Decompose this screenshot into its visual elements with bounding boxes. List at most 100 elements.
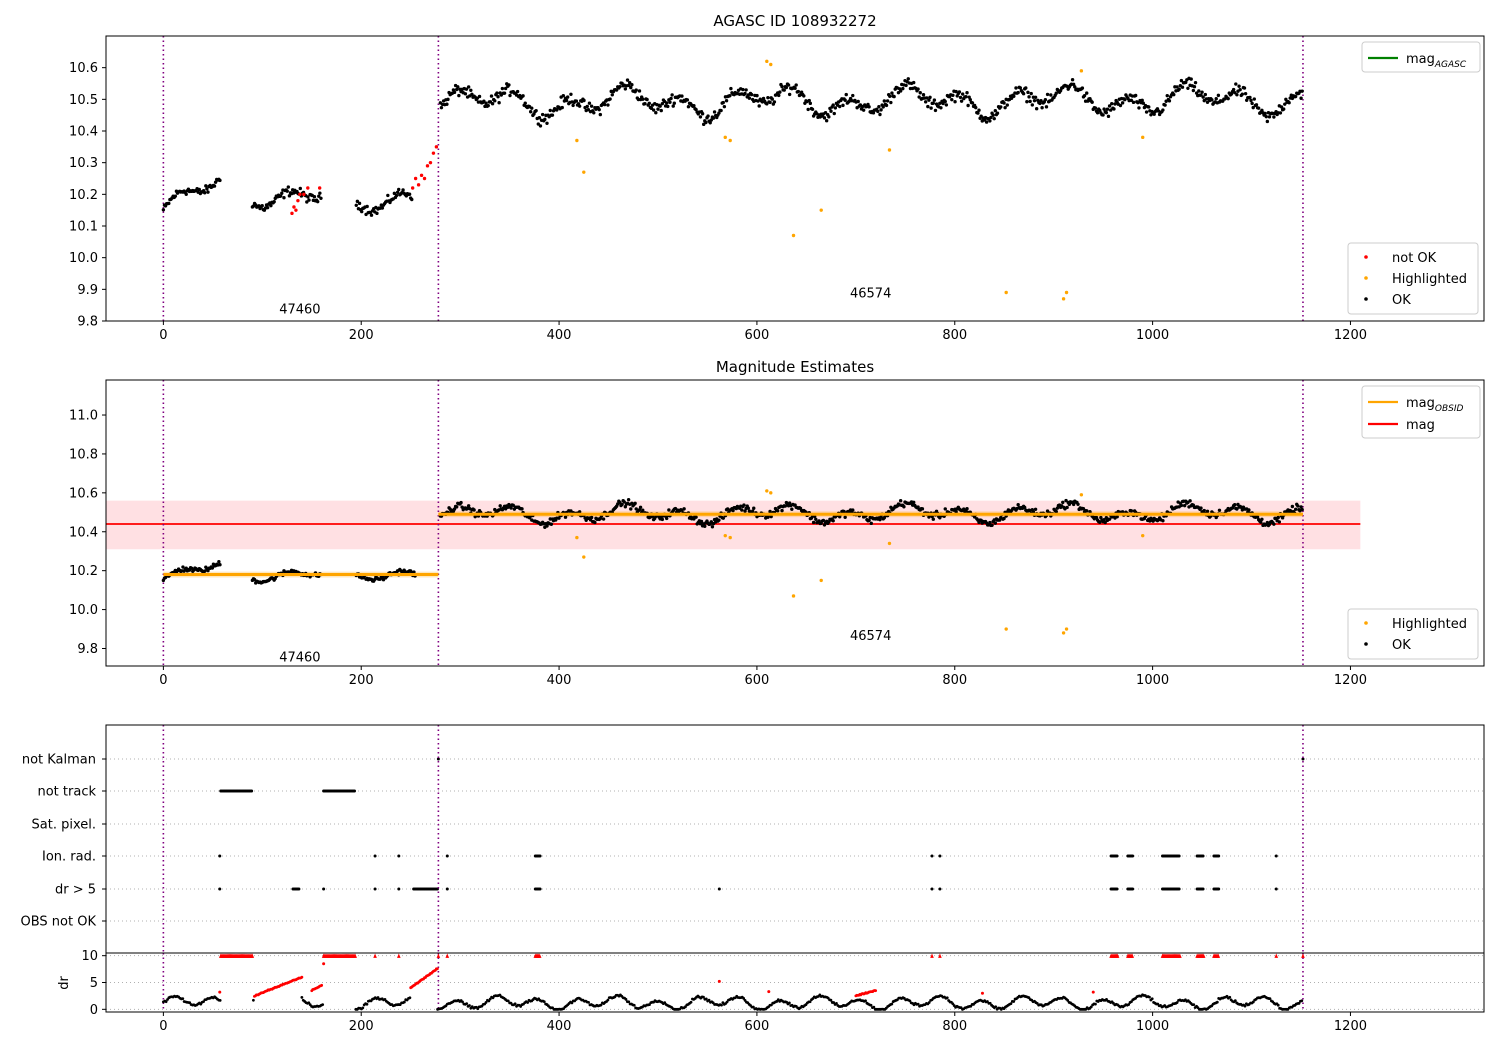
data-point-ok: [511, 503, 515, 507]
data-point-ok: [633, 501, 637, 506]
data-point-ok: [205, 187, 209, 191]
data-point-ok: [1175, 85, 1179, 89]
y-tick-label: 10.2: [69, 188, 98, 203]
plot-frame: [105, 379, 1485, 667]
data-point-ok: [637, 89, 642, 93]
data-point-highlighted: [723, 533, 727, 538]
data-point-ok: [796, 89, 801, 94]
data-point-ok: [503, 86, 508, 91]
data-point-ok: [968, 98, 972, 102]
data-point-ok: [989, 115, 993, 120]
data-point-highlighted: [728, 535, 732, 540]
data-point-ok: [1147, 105, 1151, 109]
data-point-ok: [307, 198, 311, 202]
data-point-ok: [540, 112, 545, 117]
data-point-ok: [889, 505, 893, 509]
data-point-ok: [318, 191, 322, 195]
data-point-ok: [557, 516, 561, 520]
data-point-ok: [497, 101, 501, 105]
data-point-ok: [1163, 103, 1167, 107]
x-tick-label: 600: [745, 328, 770, 343]
data-point-ok: [452, 507, 457, 511]
data-point-ok: [999, 105, 1003, 109]
data-point-ok: [743, 509, 747, 513]
data-point-ok: [1267, 115, 1272, 119]
data-point-ok: [953, 100, 957, 104]
data-point-ok: [965, 91, 969, 95]
data-point-ok: [682, 507, 686, 511]
data-point-ok: [831, 519, 835, 523]
dr-point: [218, 998, 222, 1002]
data-point-ok: [623, 87, 628, 91]
data-point-ok: [534, 108, 538, 113]
data-point-not-ok: [416, 183, 421, 187]
data-point-ok: [1256, 106, 1261, 110]
data-point-ok: [1161, 519, 1165, 523]
dr-point: [704, 997, 708, 1001]
marker-legend: Highlighted OK: [1347, 608, 1479, 660]
dr-point: [465, 1002, 469, 1006]
dr-point: [927, 1001, 931, 1004]
data-point-ok: [585, 104, 589, 109]
dr-point: [1150, 997, 1154, 1001]
data-point-ok: [843, 515, 847, 519]
data-point-ok: [876, 109, 880, 114]
data-point-ok: [654, 110, 658, 115]
data-point-ok: [669, 96, 673, 101]
data-point-highlighted: [1061, 631, 1066, 635]
data-point-ok: [1120, 510, 1125, 514]
x-tick-label: 200: [349, 328, 374, 343]
data-point-ok: [545, 524, 549, 528]
dr-point-not-ok: [300, 975, 304, 979]
data-point-ok: [1112, 107, 1116, 111]
dr-clipped-marker: [1274, 953, 1279, 958]
x-tick-label: 0: [159, 328, 167, 343]
data-point-ok: [938, 101, 942, 105]
dr-point: [300, 995, 304, 999]
data-point-ok: [775, 508, 780, 513]
data-point-ok: [456, 85, 460, 89]
data-point-ok: [977, 108, 981, 112]
data-point-ok: [1199, 93, 1203, 97]
data-point-ok: [1276, 515, 1280, 520]
data-point-ok: [1272, 522, 1276, 526]
dr-point: [624, 997, 628, 1001]
data-point-ok: [1033, 95, 1038, 99]
data-point-ok: [597, 107, 601, 112]
data-point-ok: [988, 119, 992, 123]
dr-point-not-ok: [322, 962, 326, 966]
dr-clipped-marker: [353, 953, 357, 958]
data-point-ok: [1027, 95, 1031, 99]
dr-point: [513, 1002, 517, 1006]
data-point-ok: [643, 101, 647, 106]
data-point-ok: [285, 189, 289, 193]
data-point-ok: [1118, 103, 1123, 108]
data-point-ok: [761, 96, 766, 101]
flag-point: [250, 789, 254, 793]
data-point-ok: [740, 508, 744, 512]
data-point-not-ok: [292, 205, 296, 209]
data-point-ok: [967, 95, 971, 99]
data-point-not-ok: [419, 173, 424, 178]
data-point-ok: [1065, 505, 1069, 510]
data-point-ok: [871, 111, 876, 115]
data-point-ok: [1278, 111, 1283, 115]
flag-point: [1177, 854, 1181, 858]
data-point-ok: [452, 90, 457, 95]
data-point-ok: [660, 517, 665, 522]
data-point-ok: [960, 92, 965, 96]
data-point-highlighted: [1004, 627, 1008, 631]
data-point-ok: [1076, 502, 1080, 507]
data-point-ok: [1300, 89, 1304, 93]
data-point-ok: [664, 516, 669, 521]
data-point-ok: [867, 518, 871, 523]
y-tick-label: 5: [90, 976, 98, 991]
data-point-ok: [392, 191, 397, 196]
data-point-ok: [1082, 93, 1087, 98]
data-point-ok: [692, 104, 696, 108]
dr-point: [832, 1001, 836, 1004]
data-point-ok: [856, 99, 860, 104]
dr-point: [1127, 1003, 1131, 1006]
dr-panel: dr 0 200 400 600 800 1000 1200 0 5 10: [57, 949, 1485, 1034]
data-point-ok: [493, 99, 497, 103]
